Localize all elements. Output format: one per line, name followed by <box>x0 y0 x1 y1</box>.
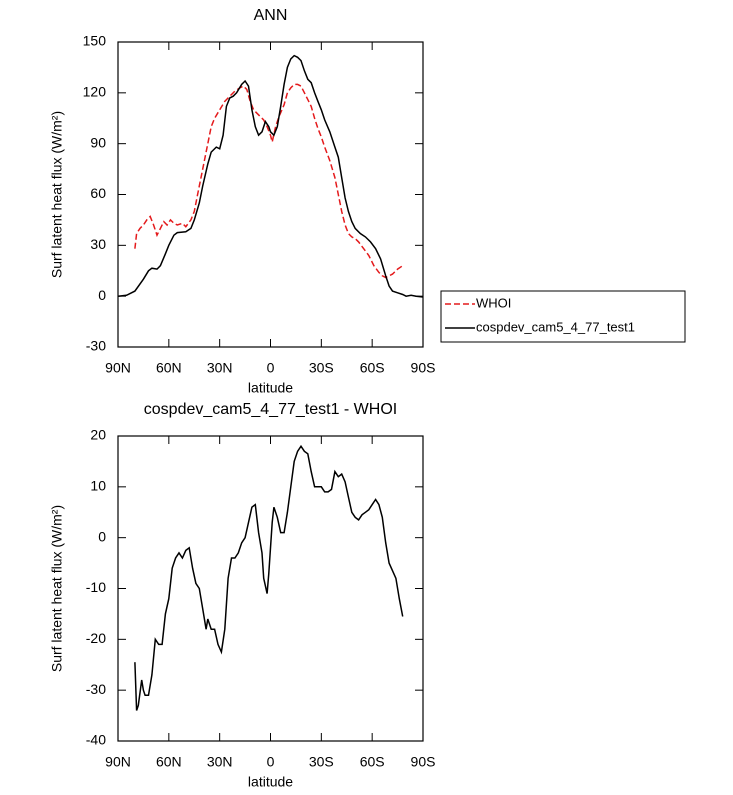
chart-title: cospdev_cam5_4_77_test1 - WHOI <box>144 401 397 418</box>
x-tick-label: 90N <box>105 754 131 770</box>
y-tick-label: -30 <box>86 681 106 697</box>
x-tick-label: 30S <box>309 754 334 770</box>
x-axis-label: latitude <box>248 774 293 790</box>
y-tick-label: 90 <box>90 134 106 150</box>
data-line <box>117 54 424 298</box>
y-tick-label: 0 <box>98 528 106 544</box>
x-tick-label: 90N <box>105 360 131 376</box>
y-axis-label: Surf latent heat flux (W/m²) <box>49 111 65 278</box>
x-tick-label: 30S <box>309 360 334 376</box>
y-tick-label: -30 <box>86 338 106 354</box>
y-tick-label: 150 <box>83 33 107 49</box>
x-tick-label: 90S <box>411 360 436 376</box>
y-tick-label: 20 <box>90 427 106 443</box>
x-tick-label: 60N <box>156 754 182 770</box>
data-line <box>134 83 404 279</box>
x-tick-label: 0 <box>267 754 275 770</box>
x-tick-label: 0 <box>267 360 275 376</box>
x-tick-label: 60S <box>360 754 385 770</box>
legend-label: cospdev_cam5_4_77_test1 <box>476 319 635 334</box>
x-axis-label: latitude <box>248 380 293 396</box>
y-tick-label: 30 <box>90 236 106 252</box>
y-tick-label: -20 <box>86 630 106 646</box>
y-tick-label: 10 <box>90 478 106 494</box>
legend-label: WHOI <box>476 295 511 310</box>
plot-frame <box>117 41 424 348</box>
y-tick-label: -40 <box>86 732 106 748</box>
y-tick-label: -10 <box>86 579 106 595</box>
x-tick-label: 90S <box>411 754 436 770</box>
x-tick-label: 60N <box>156 360 182 376</box>
chart-title: ANN <box>254 7 288 24</box>
x-tick-label: 60S <box>360 360 385 376</box>
y-tick-label: 0 <box>98 287 106 303</box>
legend-box <box>440 290 686 343</box>
y-axis-label: Surf latent heat flux (W/m²) <box>49 505 65 672</box>
x-tick-label: 30N <box>207 360 233 376</box>
y-tick-label: 60 <box>90 185 106 201</box>
plot-frame <box>117 435 424 742</box>
x-tick-label: 30N <box>207 754 233 770</box>
data-line <box>134 444 404 711</box>
y-tick-label: 120 <box>83 84 107 100</box>
